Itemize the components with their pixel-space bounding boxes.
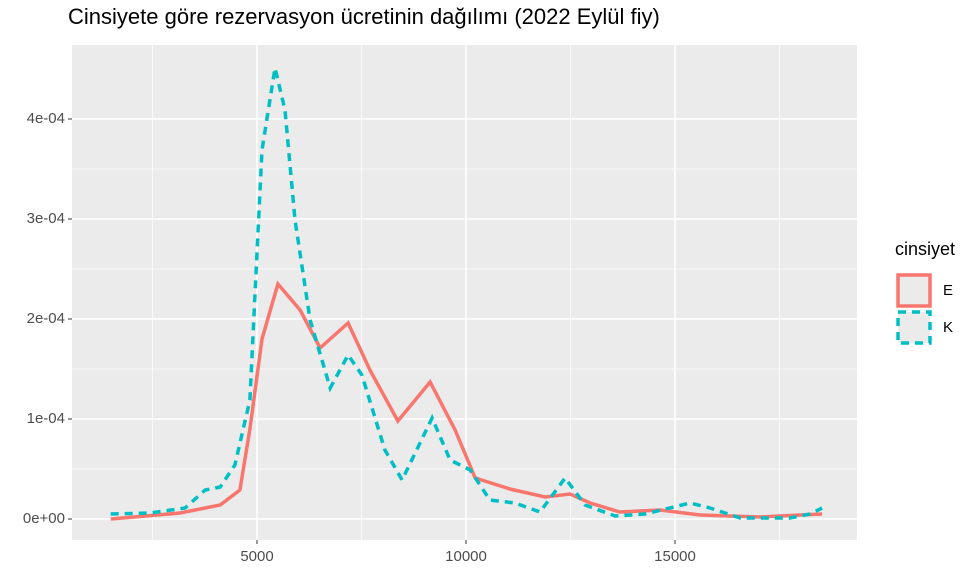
chart-title: Cinsiyete göre rezervasyon ücretinin dağ… — [68, 4, 660, 29]
plot-background — [72, 45, 857, 540]
legend-key — [896, 273, 932, 308]
x-tick-label: 15000 — [654, 548, 696, 565]
y-tick-label: 3e-04 — [27, 210, 65, 227]
legend-key — [896, 310, 932, 345]
y-tick-label: 4e-04 — [27, 110, 65, 127]
legend-label: K — [943, 319, 953, 336]
legend-title: cinsiyet — [895, 239, 955, 259]
y-tick-label: 2e-04 — [27, 310, 65, 327]
y-tick-label: 0e+00 — [23, 510, 65, 527]
legend-label: E — [943, 282, 953, 299]
density-line — [110, 280, 823, 521]
x-tick-label: 5000 — [240, 548, 273, 565]
y-tick-label: 1e-04 — [27, 410, 65, 427]
x-tick-label: 10000 — [445, 548, 487, 565]
